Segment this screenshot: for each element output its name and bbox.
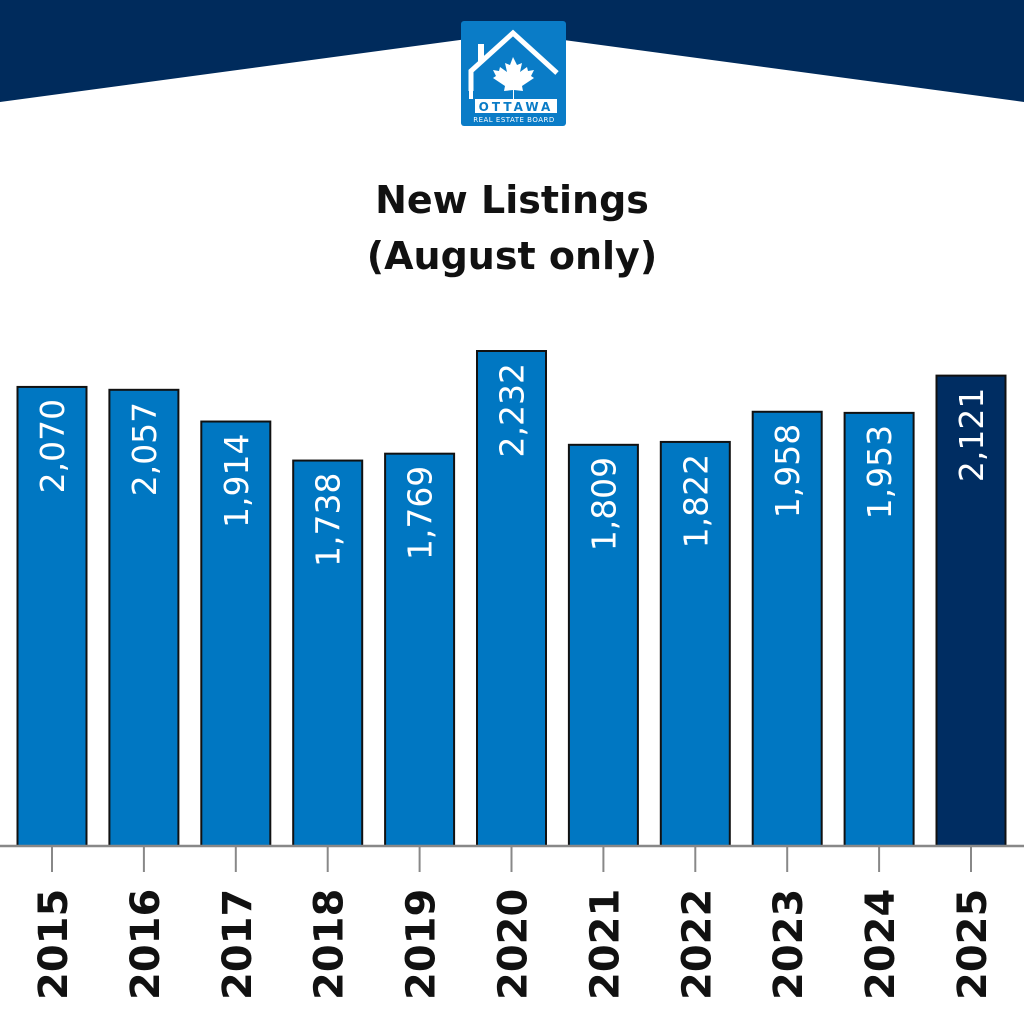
data-label-2017: 1,914 — [217, 434, 256, 528]
data-label-2023: 1,958 — [768, 424, 807, 518]
x-tick-label-2016: 2016 — [123, 889, 169, 1000]
x-tick-label-2021: 2021 — [582, 889, 628, 1000]
logo-subtext: REAL ESTATE BOARD — [473, 116, 555, 124]
data-label-2022: 1,822 — [676, 454, 715, 548]
data-label-2015: 2,070 — [33, 399, 72, 493]
data-label-2024: 1,953 — [860, 425, 899, 519]
x-tick-label-2025: 2025 — [950, 889, 996, 1000]
bar-2017 — [200, 420, 272, 847]
x-tick-label-2023: 2023 — [766, 889, 812, 1000]
logo-text: OTTAWA — [479, 100, 554, 114]
x-tick-label-2017: 2017 — [215, 889, 261, 1000]
bar-2022 — [659, 440, 731, 847]
bar-2019 — [384, 452, 456, 847]
bar-2016 — [108, 388, 180, 847]
bar-2021 — [567, 443, 639, 847]
x-tick-label-2019: 2019 — [399, 889, 445, 1000]
x-tick-label-2015: 2015 — [31, 889, 77, 1000]
data-label-2018: 1,738 — [309, 473, 348, 567]
x-tick-label-2024: 2024 — [858, 889, 904, 1000]
data-label-2025: 2,121 — [952, 388, 991, 482]
bar-2018 — [292, 459, 364, 847]
data-label-2020: 2,232 — [493, 363, 532, 457]
x-tick-label-2018: 2018 — [307, 889, 353, 1000]
x-tick-label-2022: 2022 — [674, 889, 720, 1000]
bar-2023 — [751, 410, 823, 847]
data-label-2021: 1,809 — [584, 457, 623, 551]
bar-2025 — [935, 374, 1007, 847]
chart-subtitle: (August only) — [366, 234, 658, 278]
data-label-2019: 1,769 — [401, 466, 440, 560]
chart-title: New Listings — [375, 178, 649, 222]
ottawa-real-estate-board-logo: OTTAWA REAL ESTATE BOARD — [461, 21, 566, 126]
header-banner — [0, 0, 1024, 102]
x-tick-label-2020: 2020 — [491, 889, 537, 1000]
data-label-2016: 2,057 — [125, 402, 164, 496]
